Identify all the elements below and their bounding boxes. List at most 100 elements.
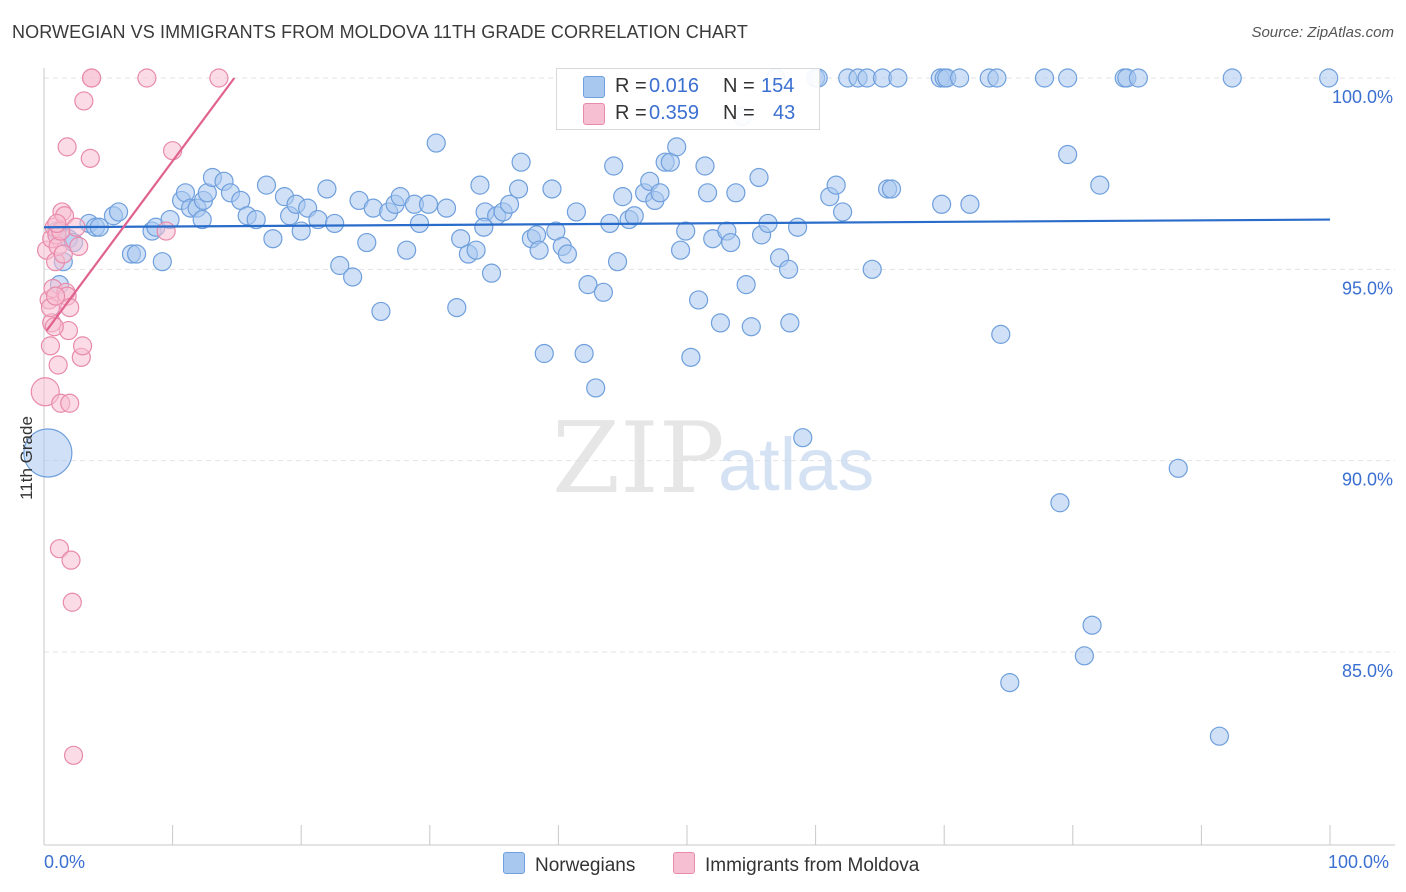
legend-swatch-blue [583,76,605,98]
bottom-legend-norwegians: Norwegians [503,852,635,877]
data-point [23,428,73,478]
data-point [987,68,1007,88]
data-point [325,213,345,234]
y-tick-label: 100.0% [1332,87,1393,107]
data-point [209,68,229,88]
legend-r-label: R = [615,75,647,97]
data-point [137,68,157,88]
data-point [1222,68,1242,88]
data-point [960,194,980,214]
data-point [991,324,1011,344]
y-tick-label: 85.0% [1342,661,1393,681]
data-point [246,209,266,230]
data-point [263,229,283,249]
data-point [466,240,486,260]
data-point [1319,68,1339,88]
y-tick-label: 90.0% [1342,470,1393,490]
data-point [57,137,77,157]
data-point [470,175,490,195]
data-point [409,213,430,234]
data-point [557,244,578,264]
data-point [793,428,813,448]
data-point [1058,68,1078,88]
trend-line-norwegians [43,218,1331,229]
data-point [48,355,68,375]
data-point [736,275,756,295]
watermark: ZIP atlas [552,402,874,516]
data-point [1050,493,1070,513]
data-point [163,141,183,161]
data-point [451,229,471,249]
data-point [650,183,670,203]
data-point [1082,615,1102,635]
data-point [710,313,731,333]
data-point [69,236,89,256]
legend-n-label: N = [723,102,755,124]
series-immigrants-moldova [30,68,229,765]
data-point [1168,458,1188,478]
bottom-legend-label: Immigrants from Moldova [705,855,920,876]
data-point [593,282,614,302]
data-point [508,179,529,199]
data-point [542,179,562,199]
data-point [152,252,172,272]
data-point [447,298,467,318]
data-point [60,393,80,413]
legend-n-value: 154 [761,75,795,97]
data-point [44,317,64,337]
data-point [1090,175,1110,195]
x-tick-label-left: 0.0% [44,852,86,872]
data-point [726,183,746,203]
data-point [108,202,129,222]
data-point [436,198,457,218]
data-point [624,206,644,226]
data-point [426,133,446,153]
y-tick-labels: 100.0% 95.0% 90.0% 85.0% [1332,87,1393,681]
data-point [681,347,701,367]
chart-title: NORWEGIAN VS IMMIGRANTS FROM MOLDOVA 11T… [12,22,748,42]
data-point [862,259,882,279]
bottom-legend-moldova: Immigrants from Moldova [673,852,919,877]
y-tick-label: 95.0% [1342,278,1393,298]
data-point [74,91,94,111]
data-point [256,175,277,195]
data-point [62,592,82,612]
legend-r-label: R = [615,102,647,124]
data-point [950,68,970,88]
legend-n-value: 43 [773,102,796,124]
data-point [357,232,377,253]
data-point [81,68,102,88]
data-point [397,240,417,260]
legend-r-value: 0.359 [649,102,700,124]
data-point [481,263,502,283]
data-point [566,202,587,222]
data-point [676,221,696,241]
data-point [371,301,391,322]
trend-line-moldova [45,77,236,332]
data-point [749,167,769,188]
data-point [1000,673,1020,693]
data-point [1209,726,1230,746]
data-point [688,290,709,310]
legend-r-value: 0.016 [649,75,700,97]
bottom-legend-swatch-pink [673,852,695,874]
data-point [192,209,212,230]
data-point [1034,68,1055,88]
data-point [787,217,808,237]
data-point [932,194,952,214]
data-point [317,179,337,199]
data-point [670,240,691,260]
data-point [1128,68,1148,88]
data-point [697,183,718,203]
data-point [61,550,81,570]
data-point [826,175,846,195]
data-point [47,213,67,234]
data-point [604,156,624,176]
x-tick-label-right: 100.0% [1328,852,1390,872]
data-point [53,244,73,264]
data-point [1058,144,1078,165]
grid-layer [44,77,1395,653]
source-label: Source: ZipAtlas.com [1251,24,1394,41]
data-point [418,194,439,214]
